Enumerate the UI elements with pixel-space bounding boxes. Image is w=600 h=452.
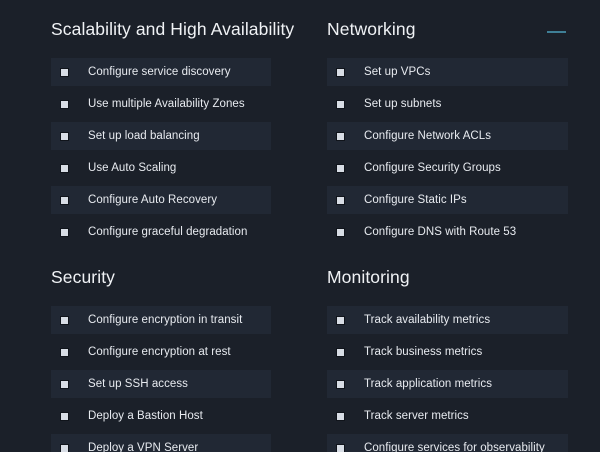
checklist-item[interactable]: Track business metrics (327, 338, 568, 366)
checklist-item[interactable]: Deploy a VPN Server (51, 434, 271, 452)
checklist-item-label: Configure Security Groups (364, 162, 501, 174)
checklist-item[interactable]: Track application metrics (327, 370, 568, 398)
checklist-item-label: Track application metrics (364, 378, 493, 390)
checkbox-icon[interactable] (336, 411, 345, 421)
checklist-item[interactable]: Configure DNS with Route 53 (327, 218, 568, 246)
checkbox-icon[interactable] (60, 379, 69, 389)
checkbox-icon[interactable] (60, 227, 69, 237)
checklist-item-label: Configure Auto Recovery (88, 194, 217, 206)
checklist-item-label: Configure services for observability (364, 442, 545, 452)
checkbox-icon[interactable] (336, 195, 345, 205)
checklist-item[interactable]: Configure graceful degradation (51, 218, 271, 246)
checkbox-icon[interactable] (60, 443, 69, 452)
checklist-item-label: Deploy a VPN Server (88, 442, 199, 452)
section-monitoring: Monitoring Track availability metrics Tr… (273, 250, 568, 452)
checklist-item[interactable]: Configure Auto Recovery (51, 186, 271, 214)
checklist-item-label: Configure Network ACLs (364, 130, 492, 142)
checkbox-icon[interactable] (336, 163, 345, 173)
checklist-item-label: Configure encryption at rest (88, 346, 231, 358)
checklist-scalability-and-high-availability: Configure service discovery Use multiple… (51, 58, 271, 246)
section-security: Security Configure encryption in transit… (0, 250, 271, 452)
checklist-item-label: Configure encryption in transit (88, 314, 243, 326)
checklist-item-label: Use multiple Availability Zones (88, 98, 245, 110)
checklist-item[interactable]: Track server metrics (327, 402, 568, 430)
checklist-item-label: Configure DNS with Route 53 (364, 226, 517, 238)
checkbox-icon[interactable] (336, 131, 345, 141)
checklist-item-label: Track server metrics (364, 410, 469, 422)
checklist-item-label: Deploy a Bastion Host (88, 410, 203, 422)
section-title: Security (51, 267, 116, 287)
checklist-item-label: Configure graceful degradation (88, 226, 248, 238)
checkbox-icon[interactable] (336, 99, 345, 109)
checkbox-icon[interactable] (336, 315, 345, 325)
checklist-item-label: Use Auto Scaling (88, 162, 177, 174)
checklist-networking: Set up VPCs Set up subnets Configure Net… (327, 58, 568, 246)
checklist-item[interactable]: Configure Network ACLs (327, 122, 568, 150)
checklist-item-label: Set up load balancing (88, 130, 200, 142)
checklist-item-label: Set up VPCs (364, 66, 431, 78)
checklist-item-label: Set up SSH access (88, 378, 188, 390)
checklist-item-label: Track availability metrics (364, 314, 491, 326)
checkbox-icon[interactable] (336, 443, 345, 452)
section-scalability-and-high-availability: Scalability and High Availability Config… (0, 0, 295, 250)
checklist-item[interactable]: Set up VPCs (327, 58, 568, 86)
checklist-item[interactable]: Use Auto Scaling (51, 154, 271, 182)
checkbox-icon[interactable] (60, 315, 69, 325)
checklist-item[interactable]: Set up load balancing (51, 122, 271, 150)
checklist-item[interactable]: Set up SSH access (51, 370, 271, 398)
checklist-monitoring: Track availability metrics Track busines… (327, 306, 568, 452)
section-title: Networking (327, 19, 416, 39)
section-title: Monitoring (327, 267, 410, 287)
checklist-item[interactable]: Set up subnets (327, 90, 568, 118)
checkbox-icon[interactable] (60, 347, 69, 357)
checkbox-icon[interactable] (60, 163, 69, 173)
checklist-item-label: Track business metrics (364, 346, 483, 358)
checkbox-icon[interactable] (60, 131, 69, 141)
section-networking: Networking Set up VPCs Set up subnets Co… (273, 0, 568, 250)
checklist-item[interactable]: Configure encryption in transit (51, 306, 271, 334)
checklist-item[interactable]: Configure Static IPs (327, 186, 568, 214)
checkbox-icon[interactable] (336, 347, 345, 357)
checkbox-icon[interactable] (60, 67, 69, 77)
checklist-item[interactable]: Configure encryption at rest (51, 338, 271, 366)
section-title: Scalability and High Availability (51, 19, 295, 39)
checklist-item[interactable]: Configure service discovery (51, 58, 271, 86)
checkbox-icon[interactable] (60, 99, 69, 109)
checklist-security: Configure encryption in transit Configur… (51, 306, 271, 452)
checklist-item[interactable]: Use multiple Availability Zones (51, 90, 271, 118)
checklist-item-label: Set up subnets (364, 98, 442, 110)
checkbox-icon[interactable] (60, 411, 69, 421)
checkbox-icon[interactable] (336, 379, 345, 389)
checklist-item-label: Configure Static IPs (364, 194, 467, 206)
checkbox-icon[interactable] (60, 195, 69, 205)
checklist-item[interactable]: Configure Security Groups (327, 154, 568, 182)
checklist-item-label: Configure service discovery (88, 66, 231, 78)
checklist-item[interactable]: Deploy a Bastion Host (51, 402, 271, 430)
checkbox-icon[interactable] (336, 67, 345, 77)
accent-dash-icon (547, 31, 566, 33)
checklist-item[interactable]: Track availability metrics (327, 306, 568, 334)
checkbox-icon[interactable] (336, 227, 345, 237)
checklist-item[interactable]: Configure services for observability (327, 434, 568, 452)
